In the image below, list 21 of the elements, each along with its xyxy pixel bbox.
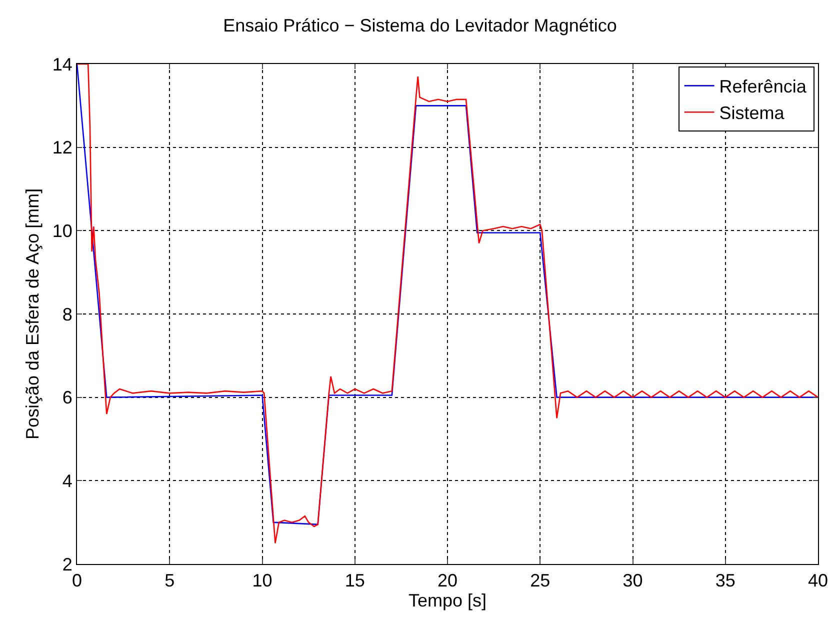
x-tick-label: 30 [622,570,643,591]
y-tick-label: 4 [62,470,72,491]
x-tick-label: 40 [808,570,828,591]
x-tick-label: 0 [72,570,82,591]
y-tick-label: 14 [52,54,72,74]
y-tick-label: 12 [52,138,72,158]
x-tick-label: 25 [530,570,550,591]
x-tick-label: 5 [164,570,175,591]
y-tick-label: 8 [62,304,72,324]
x-tick-label: 20 [437,570,458,591]
x-axis-title: Tempo [s] [408,590,487,611]
y-axis-title: Posição da Esfera de Aço [mm] [22,188,43,440]
x-tick-label: 35 [715,570,736,591]
y-tick-label: 6 [62,388,72,408]
chart-title: Ensaio Prático − Sistema do Levitador Magnético [223,15,617,36]
x-tick-label: 15 [344,570,365,591]
legend-label: Referência [719,76,808,97]
legend-label: Sistema [719,103,786,124]
y-tick-label: 10 [52,220,72,241]
x-tick-label: 10 [252,570,272,591]
y-tick-label: 2 [62,554,72,574]
